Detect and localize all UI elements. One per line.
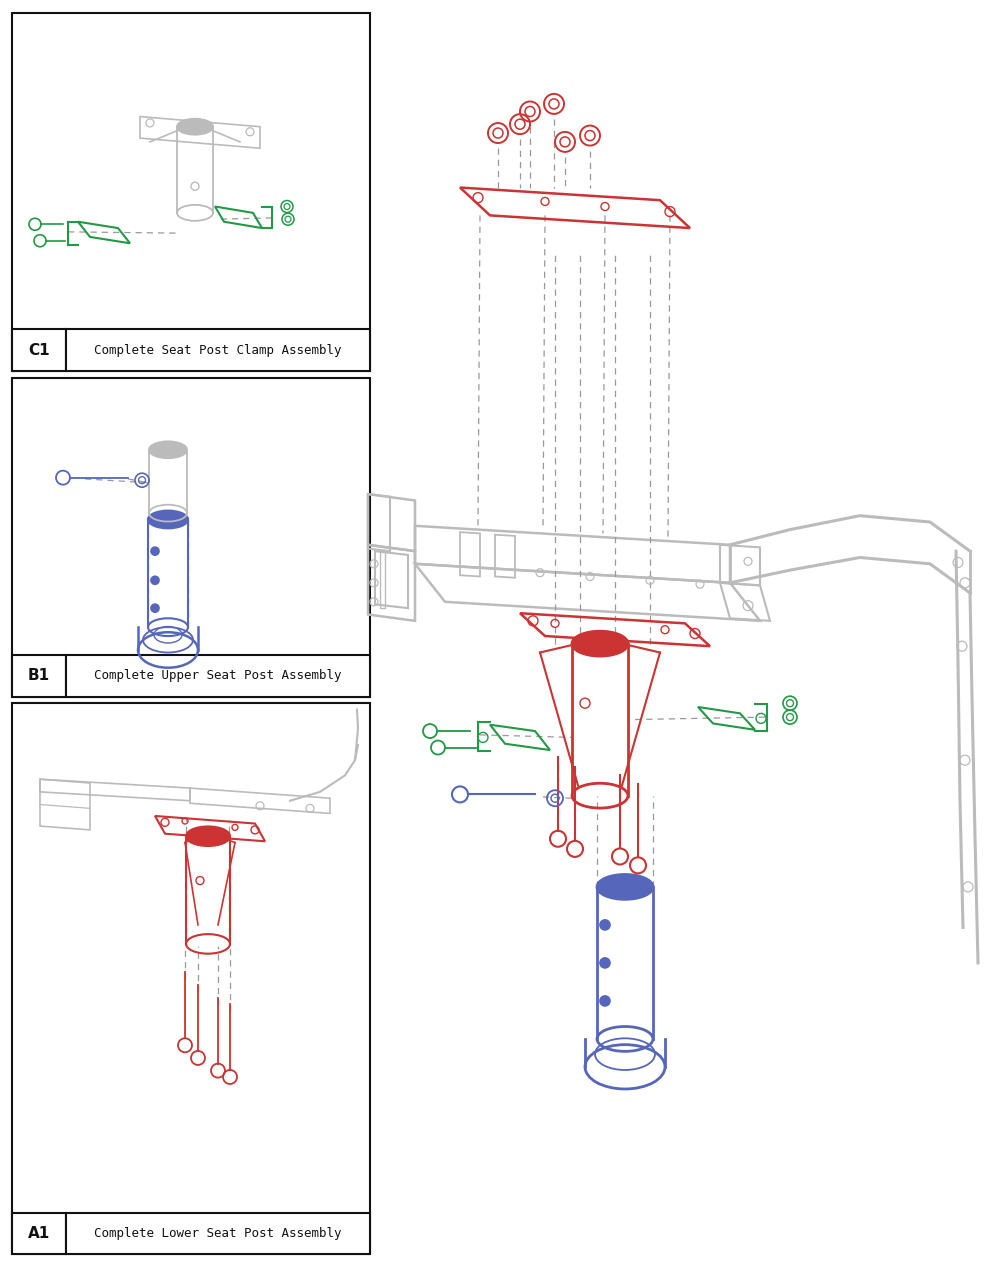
Bar [12,13,370,371]
Bar [12,703,370,1254]
Ellipse shape [572,631,628,656]
Bar [66,1213,370,1254]
Circle shape [151,576,159,584]
Circle shape [600,920,610,930]
Circle shape [600,996,610,1006]
Bar [12,329,66,371]
Ellipse shape [149,441,187,459]
Text: B1: B1 [28,669,50,683]
Circle shape [151,547,159,555]
Text: A1: A1 [28,1226,50,1240]
Bar [12,1213,66,1254]
Text: Complete Upper Seat Post Assembly: Complete Upper Seat Post Assembly [94,669,342,683]
Ellipse shape [177,119,213,134]
Circle shape [151,604,159,612]
Bar [12,655,66,697]
Ellipse shape [186,826,230,846]
Ellipse shape [148,511,188,528]
Bar [12,378,370,697]
Ellipse shape [597,874,653,900]
Bar [66,329,370,371]
Circle shape [600,958,610,968]
Bar [66,655,370,697]
Text: C1: C1 [28,343,50,357]
Text: Complete Seat Post Clamp Assembly: Complete Seat Post Clamp Assembly [94,343,342,357]
Text: Complete Lower Seat Post Assembly: Complete Lower Seat Post Assembly [94,1226,342,1240]
